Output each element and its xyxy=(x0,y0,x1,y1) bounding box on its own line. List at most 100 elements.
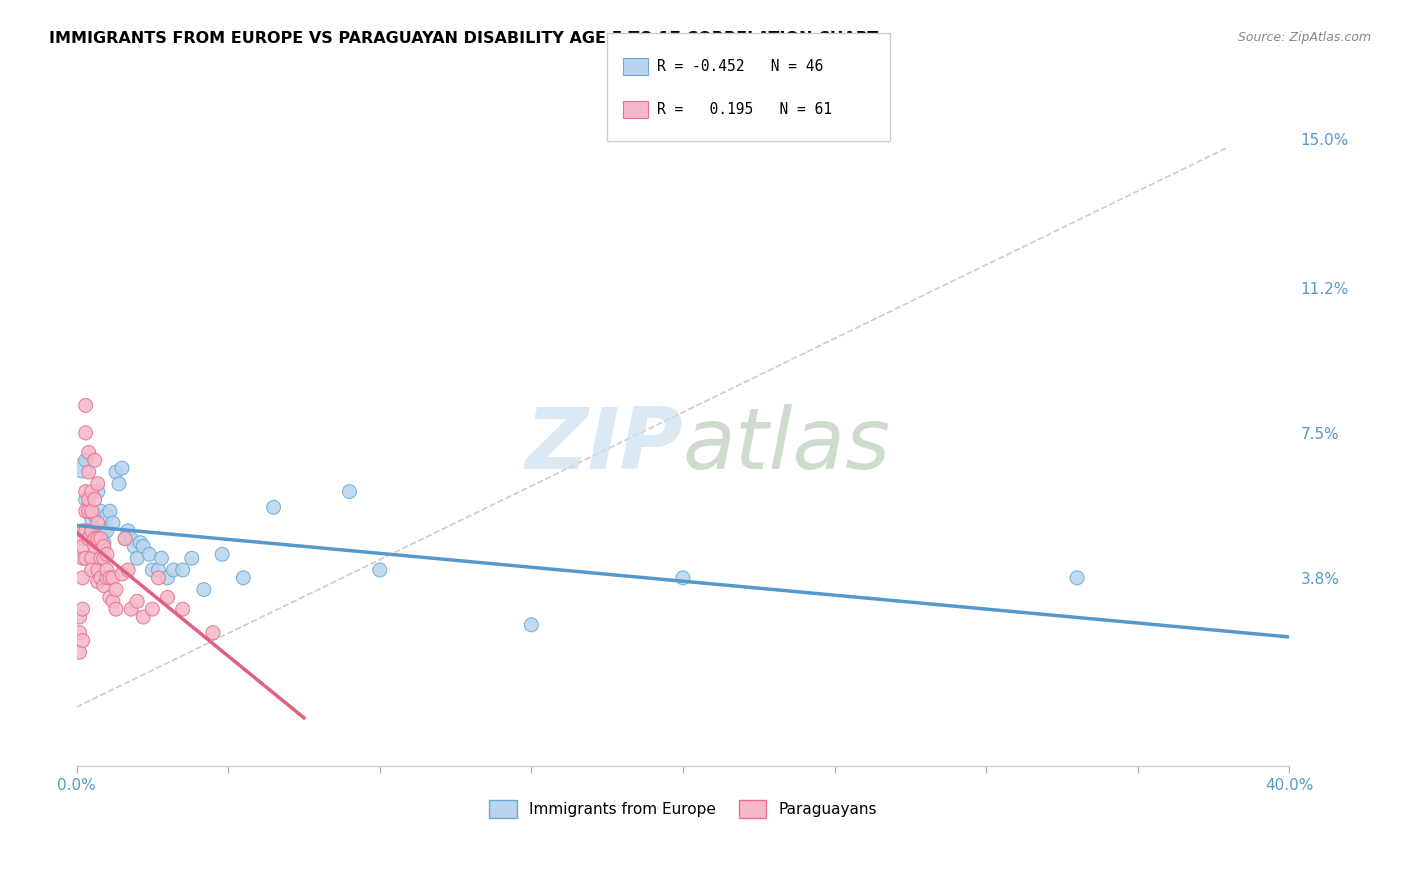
Legend: Immigrants from Europe, Paraguayans: Immigrants from Europe, Paraguayans xyxy=(484,794,883,824)
Point xyxy=(138,547,160,561)
Point xyxy=(93,524,115,538)
Point xyxy=(77,500,100,515)
Point xyxy=(96,508,118,523)
Point xyxy=(80,563,103,577)
Point xyxy=(83,540,105,554)
Point xyxy=(520,617,543,632)
Point xyxy=(127,551,149,566)
Point xyxy=(114,532,136,546)
Point xyxy=(77,504,100,518)
Point xyxy=(93,579,115,593)
Point xyxy=(77,492,100,507)
Point xyxy=(72,532,94,546)
Point xyxy=(127,594,149,608)
Point xyxy=(141,563,163,577)
Point xyxy=(75,484,97,499)
Point xyxy=(77,532,100,546)
Point xyxy=(75,399,97,413)
Point xyxy=(75,524,97,538)
Text: R = -0.452   N = 46: R = -0.452 N = 46 xyxy=(657,59,823,74)
Point xyxy=(108,476,131,491)
Point xyxy=(162,563,184,577)
Point xyxy=(1066,571,1088,585)
Point xyxy=(339,484,361,499)
Point xyxy=(148,563,170,577)
Text: R =   0.195   N = 61: R = 0.195 N = 61 xyxy=(657,102,831,117)
Point xyxy=(77,465,100,479)
Point xyxy=(80,484,103,499)
Point xyxy=(80,524,103,538)
Point xyxy=(120,602,142,616)
Point xyxy=(120,532,142,546)
Point xyxy=(93,535,115,549)
Point xyxy=(80,504,103,518)
Point xyxy=(87,484,110,499)
Point xyxy=(132,540,155,554)
Point xyxy=(201,625,224,640)
Point xyxy=(90,504,112,518)
Point xyxy=(75,453,97,467)
Point xyxy=(96,547,118,561)
Point xyxy=(72,540,94,554)
Point xyxy=(75,551,97,566)
Point xyxy=(72,602,94,616)
Point xyxy=(83,524,105,538)
Point xyxy=(148,571,170,585)
Point xyxy=(104,465,127,479)
Point xyxy=(98,591,121,605)
Point xyxy=(87,476,110,491)
Point xyxy=(87,516,110,530)
Point xyxy=(69,610,91,624)
Point xyxy=(90,571,112,585)
Point xyxy=(172,563,194,577)
Point xyxy=(90,532,112,546)
Point xyxy=(87,574,110,589)
Point xyxy=(87,532,110,546)
Point xyxy=(232,571,254,585)
Point xyxy=(87,563,110,577)
Point xyxy=(72,551,94,566)
Point xyxy=(193,582,215,597)
Point xyxy=(83,492,105,507)
Point xyxy=(90,524,112,538)
Point xyxy=(77,445,100,459)
Text: Source: ZipAtlas.com: Source: ZipAtlas.com xyxy=(1237,31,1371,45)
Point xyxy=(80,551,103,566)
Point xyxy=(104,582,127,597)
Point xyxy=(72,461,94,475)
Point xyxy=(211,547,233,561)
Point xyxy=(80,524,103,538)
Point xyxy=(98,571,121,585)
Point xyxy=(672,571,695,585)
Point xyxy=(150,551,173,566)
Point xyxy=(83,532,105,546)
Point xyxy=(83,535,105,549)
Point xyxy=(114,532,136,546)
Point xyxy=(72,633,94,648)
Point xyxy=(80,512,103,526)
Point xyxy=(111,566,134,581)
Point xyxy=(83,453,105,467)
Point xyxy=(104,602,127,616)
Point xyxy=(83,508,105,523)
Point xyxy=(101,594,124,608)
Point xyxy=(172,602,194,616)
Point xyxy=(72,524,94,538)
Point xyxy=(96,571,118,585)
Point xyxy=(87,532,110,546)
Point xyxy=(141,602,163,616)
Point xyxy=(101,571,124,585)
Point xyxy=(156,571,179,585)
Point xyxy=(111,461,134,475)
Point xyxy=(117,524,139,538)
Point xyxy=(75,504,97,518)
Point xyxy=(132,610,155,624)
Point xyxy=(263,500,285,515)
Text: IMMIGRANTS FROM EUROPE VS PARAGUAYAN DISABILITY AGE 5 TO 17 CORRELATION CHART: IMMIGRANTS FROM EUROPE VS PARAGUAYAN DIS… xyxy=(49,31,879,46)
Point xyxy=(180,551,202,566)
Point xyxy=(90,551,112,566)
Point xyxy=(93,551,115,566)
Point xyxy=(117,563,139,577)
Point xyxy=(101,516,124,530)
Point xyxy=(69,645,91,659)
